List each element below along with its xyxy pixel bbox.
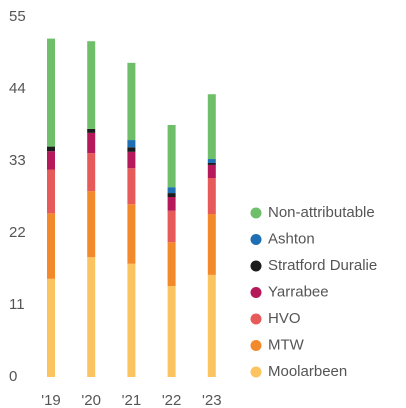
bar-segment xyxy=(167,286,176,377)
bar-segment xyxy=(167,187,176,194)
bar-segment xyxy=(207,214,216,275)
bar-segment xyxy=(47,278,55,377)
x-tick-label: '20 xyxy=(81,392,101,408)
bar-segment xyxy=(127,147,136,152)
bar-segment xyxy=(127,263,136,377)
bar-segment xyxy=(47,169,55,214)
bar-segment xyxy=(87,132,96,154)
bar-segment xyxy=(47,151,55,170)
bar-segment xyxy=(167,197,176,211)
y-tick-label: 33 xyxy=(9,152,26,169)
legend-label: Moolarbeen xyxy=(268,363,347,380)
legend-marker xyxy=(250,260,262,272)
legend-label: Ashton xyxy=(268,230,315,247)
bar-segment xyxy=(87,153,96,192)
legend-label: HVO xyxy=(268,310,301,327)
legend-marker xyxy=(250,366,262,378)
bar-segment xyxy=(167,210,176,243)
y-tick-label: 11 xyxy=(9,296,25,313)
bar-segment xyxy=(207,94,216,160)
legend-marker xyxy=(250,340,262,351)
bar-segment xyxy=(207,274,216,377)
bar-segment xyxy=(207,164,216,179)
x-tick-label: '23 xyxy=(202,392,222,408)
x-tick-label: '22 xyxy=(162,392,182,408)
legend-marker xyxy=(250,207,262,219)
bar-segment xyxy=(87,257,96,377)
legend-label: Non-attributable xyxy=(268,204,375,221)
bar-segment xyxy=(47,146,55,152)
legend-label: Yarrabee xyxy=(268,283,329,300)
bar-segment xyxy=(47,213,55,279)
bar-segment xyxy=(167,193,176,197)
bar-segment xyxy=(127,140,136,148)
bar-segment xyxy=(207,159,216,163)
y-tick-label: 44 xyxy=(9,80,26,97)
y-tick-label: 55 xyxy=(9,8,26,25)
bar-segment xyxy=(207,162,216,165)
legend-marker xyxy=(250,287,262,298)
x-tick-label: '21 xyxy=(122,392,142,408)
bar-segment xyxy=(127,62,136,141)
bar-segment xyxy=(167,242,176,287)
bar-segment xyxy=(127,168,136,205)
legend-label: MTW xyxy=(268,336,305,353)
legend-marker xyxy=(250,234,262,245)
y-tick-label: 0 xyxy=(9,368,17,385)
bar-segment xyxy=(127,151,136,169)
bar-segment xyxy=(207,178,216,215)
legend-label: Stratford Duralie xyxy=(268,257,377,274)
bar-segment xyxy=(167,125,176,188)
bar-segment xyxy=(87,128,96,133)
bar-segment xyxy=(87,191,96,258)
bar-segment xyxy=(127,204,136,264)
y-tick-label: 22 xyxy=(9,224,26,241)
bar-segment xyxy=(47,38,55,147)
legend-marker xyxy=(250,313,262,325)
bar-segment xyxy=(87,41,96,129)
x-tick-label: '19 xyxy=(41,392,61,408)
